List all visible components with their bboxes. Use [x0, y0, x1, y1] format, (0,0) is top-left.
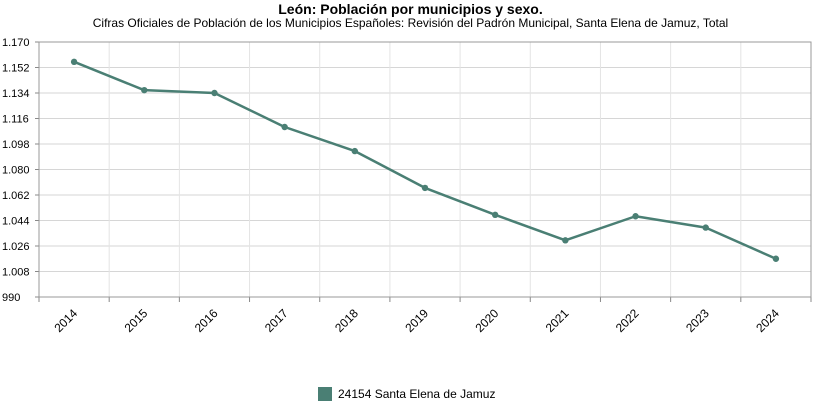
- x-tick-label: 2017: [262, 306, 291, 335]
- x-tick-label: 2020: [473, 306, 502, 335]
- x-tick-label: 2022: [613, 306, 642, 335]
- y-tick-label: 990: [2, 292, 20, 304]
- data-point: [70, 58, 78, 66]
- chart-subtitle: Cifras Oficiales de Población de los Mun…: [92, 16, 729, 30]
- data-point: [421, 184, 429, 192]
- x-tick-label: 2015: [122, 306, 151, 335]
- y-tick-label: 1.044: [2, 216, 30, 228]
- chart-title: León: Población por municipios y sexo.: [278, 1, 543, 17]
- plot-area-frame: [38, 41, 812, 298]
- data-point: [141, 86, 148, 94]
- data-point: [211, 89, 218, 97]
- y-tick-label: 1.152: [2, 63, 30, 75]
- y-tick-label: 1.008: [2, 267, 30, 279]
- y-tick-label: 1.080: [2, 165, 30, 177]
- x-tick-label: 2023: [683, 306, 712, 335]
- y-tick-label: 1.098: [2, 139, 30, 151]
- data-point: [281, 123, 288, 131]
- y-tick-label: 1.062: [2, 190, 30, 202]
- y-tick-label: 1.116: [2, 114, 29, 126]
- x-tick-label: 2024: [753, 306, 782, 335]
- legend-label: 24154 Santa Elena de Jamuz: [338, 387, 496, 401]
- x-tick-label: 2019: [402, 306, 431, 335]
- y-tick-label: 1.026: [2, 241, 30, 253]
- data-point: [702, 224, 709, 231]
- data-point: [351, 147, 359, 155]
- x-tick-label: 2018: [332, 306, 361, 335]
- legend: 24154 Santa Elena de Jamuz: [318, 386, 495, 402]
- x-tick-label: 2016: [192, 306, 221, 335]
- y-tick-label: 1.170: [2, 37, 30, 49]
- data-point: [632, 213, 639, 220]
- data-point: [562, 237, 569, 244]
- y-tick-label: 1.134: [2, 88, 30, 100]
- x-tick-label: 2014: [51, 306, 80, 335]
- data-point: [491, 211, 499, 219]
- data-point: [772, 255, 780, 262]
- legend-swatch: [318, 387, 332, 401]
- x-tick-label: 2021: [543, 306, 572, 335]
